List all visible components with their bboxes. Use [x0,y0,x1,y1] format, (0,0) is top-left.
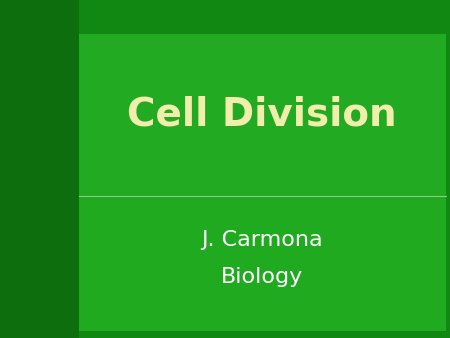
Bar [79,196,446,331]
Bar [0,0,79,338]
Bar [79,34,446,196]
Text: J. Carmona: J. Carmona [201,230,323,250]
Text: Cell Division: Cell Division [127,96,397,134]
Text: Biology: Biology [221,267,303,287]
